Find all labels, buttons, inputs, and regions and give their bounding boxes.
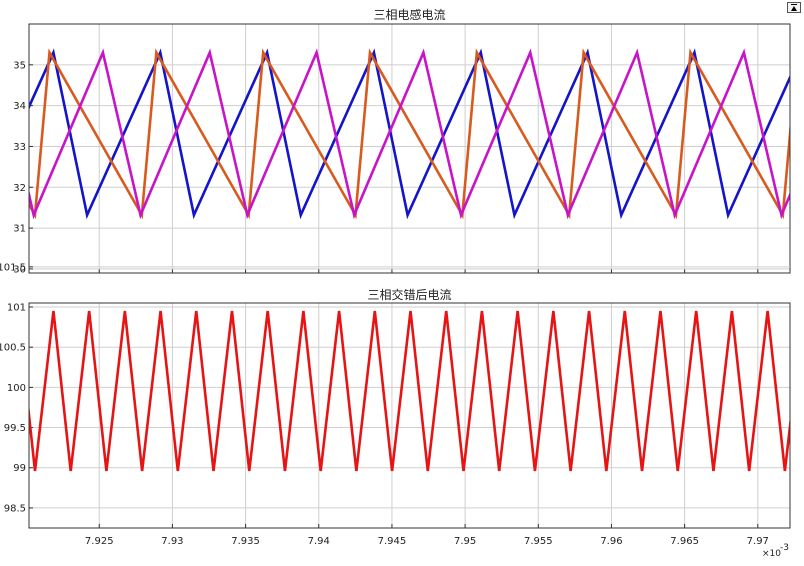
x-tick-label: 7.96 bbox=[600, 536, 622, 547]
series-line-phase_c bbox=[29, 48, 790, 220]
y-tick-label: 34 bbox=[13, 101, 26, 112]
x-tick-label: 7.935 bbox=[231, 536, 260, 547]
y-tick-label: 99 bbox=[13, 463, 26, 474]
y-tick-label: 101.5 bbox=[0, 262, 26, 273]
x-tick-label: 7.97 bbox=[747, 536, 769, 547]
series-line-phase_a bbox=[29, 48, 790, 220]
y-tick-label: 33 bbox=[13, 142, 26, 153]
y-tick-label: 100.5 bbox=[0, 343, 26, 354]
y-tick-label: 99.5 bbox=[4, 423, 26, 434]
x-tick-label: 7.94 bbox=[308, 536, 330, 547]
series-line-phase_b bbox=[29, 48, 790, 220]
axes-top: 30 31 32 33 34 35 三相电感电流 bbox=[13, 7, 791, 275]
y-tick-label: 98.5 bbox=[4, 503, 26, 514]
chart-title: 三相电感电流 bbox=[373, 7, 445, 22]
series-line-total bbox=[29, 310, 790, 472]
x-tick-label: 7.945 bbox=[378, 536, 407, 547]
restore-window-icon[interactable] bbox=[787, 2, 801, 13]
x-tick-label: 7.965 bbox=[670, 536, 699, 547]
x-tick-label: 7.93 bbox=[161, 536, 183, 547]
axes-frame bbox=[28, 302, 791, 529]
y-tick-label: 35 bbox=[13, 60, 26, 71]
x-exponent-base: ×10 bbox=[762, 549, 781, 559]
y-tick-label: 101 bbox=[7, 303, 26, 314]
y-tick-label: 31 bbox=[13, 224, 26, 235]
plot-area bbox=[29, 24, 790, 273]
y-tick-label: 100 bbox=[7, 383, 26, 394]
chart-title: 三相交错后电流 bbox=[367, 287, 451, 302]
x-tick-label: 7.955 bbox=[524, 536, 553, 547]
x-tick-label: 7.95 bbox=[454, 536, 476, 547]
plot-area bbox=[29, 303, 790, 528]
x-tick-label: 7.925 bbox=[85, 536, 114, 547]
y-tick-label: 30 bbox=[13, 264, 26, 275]
x-exponent-power: -3 bbox=[780, 543, 789, 553]
y-tick-label: 32 bbox=[13, 183, 26, 194]
axes-bottom: 7.925 7.93 7.935 7.94 7.945 7.95 7.955 7.96 7.96… bbox=[0, 262, 791, 547]
axes-frame bbox=[28, 23, 791, 274]
